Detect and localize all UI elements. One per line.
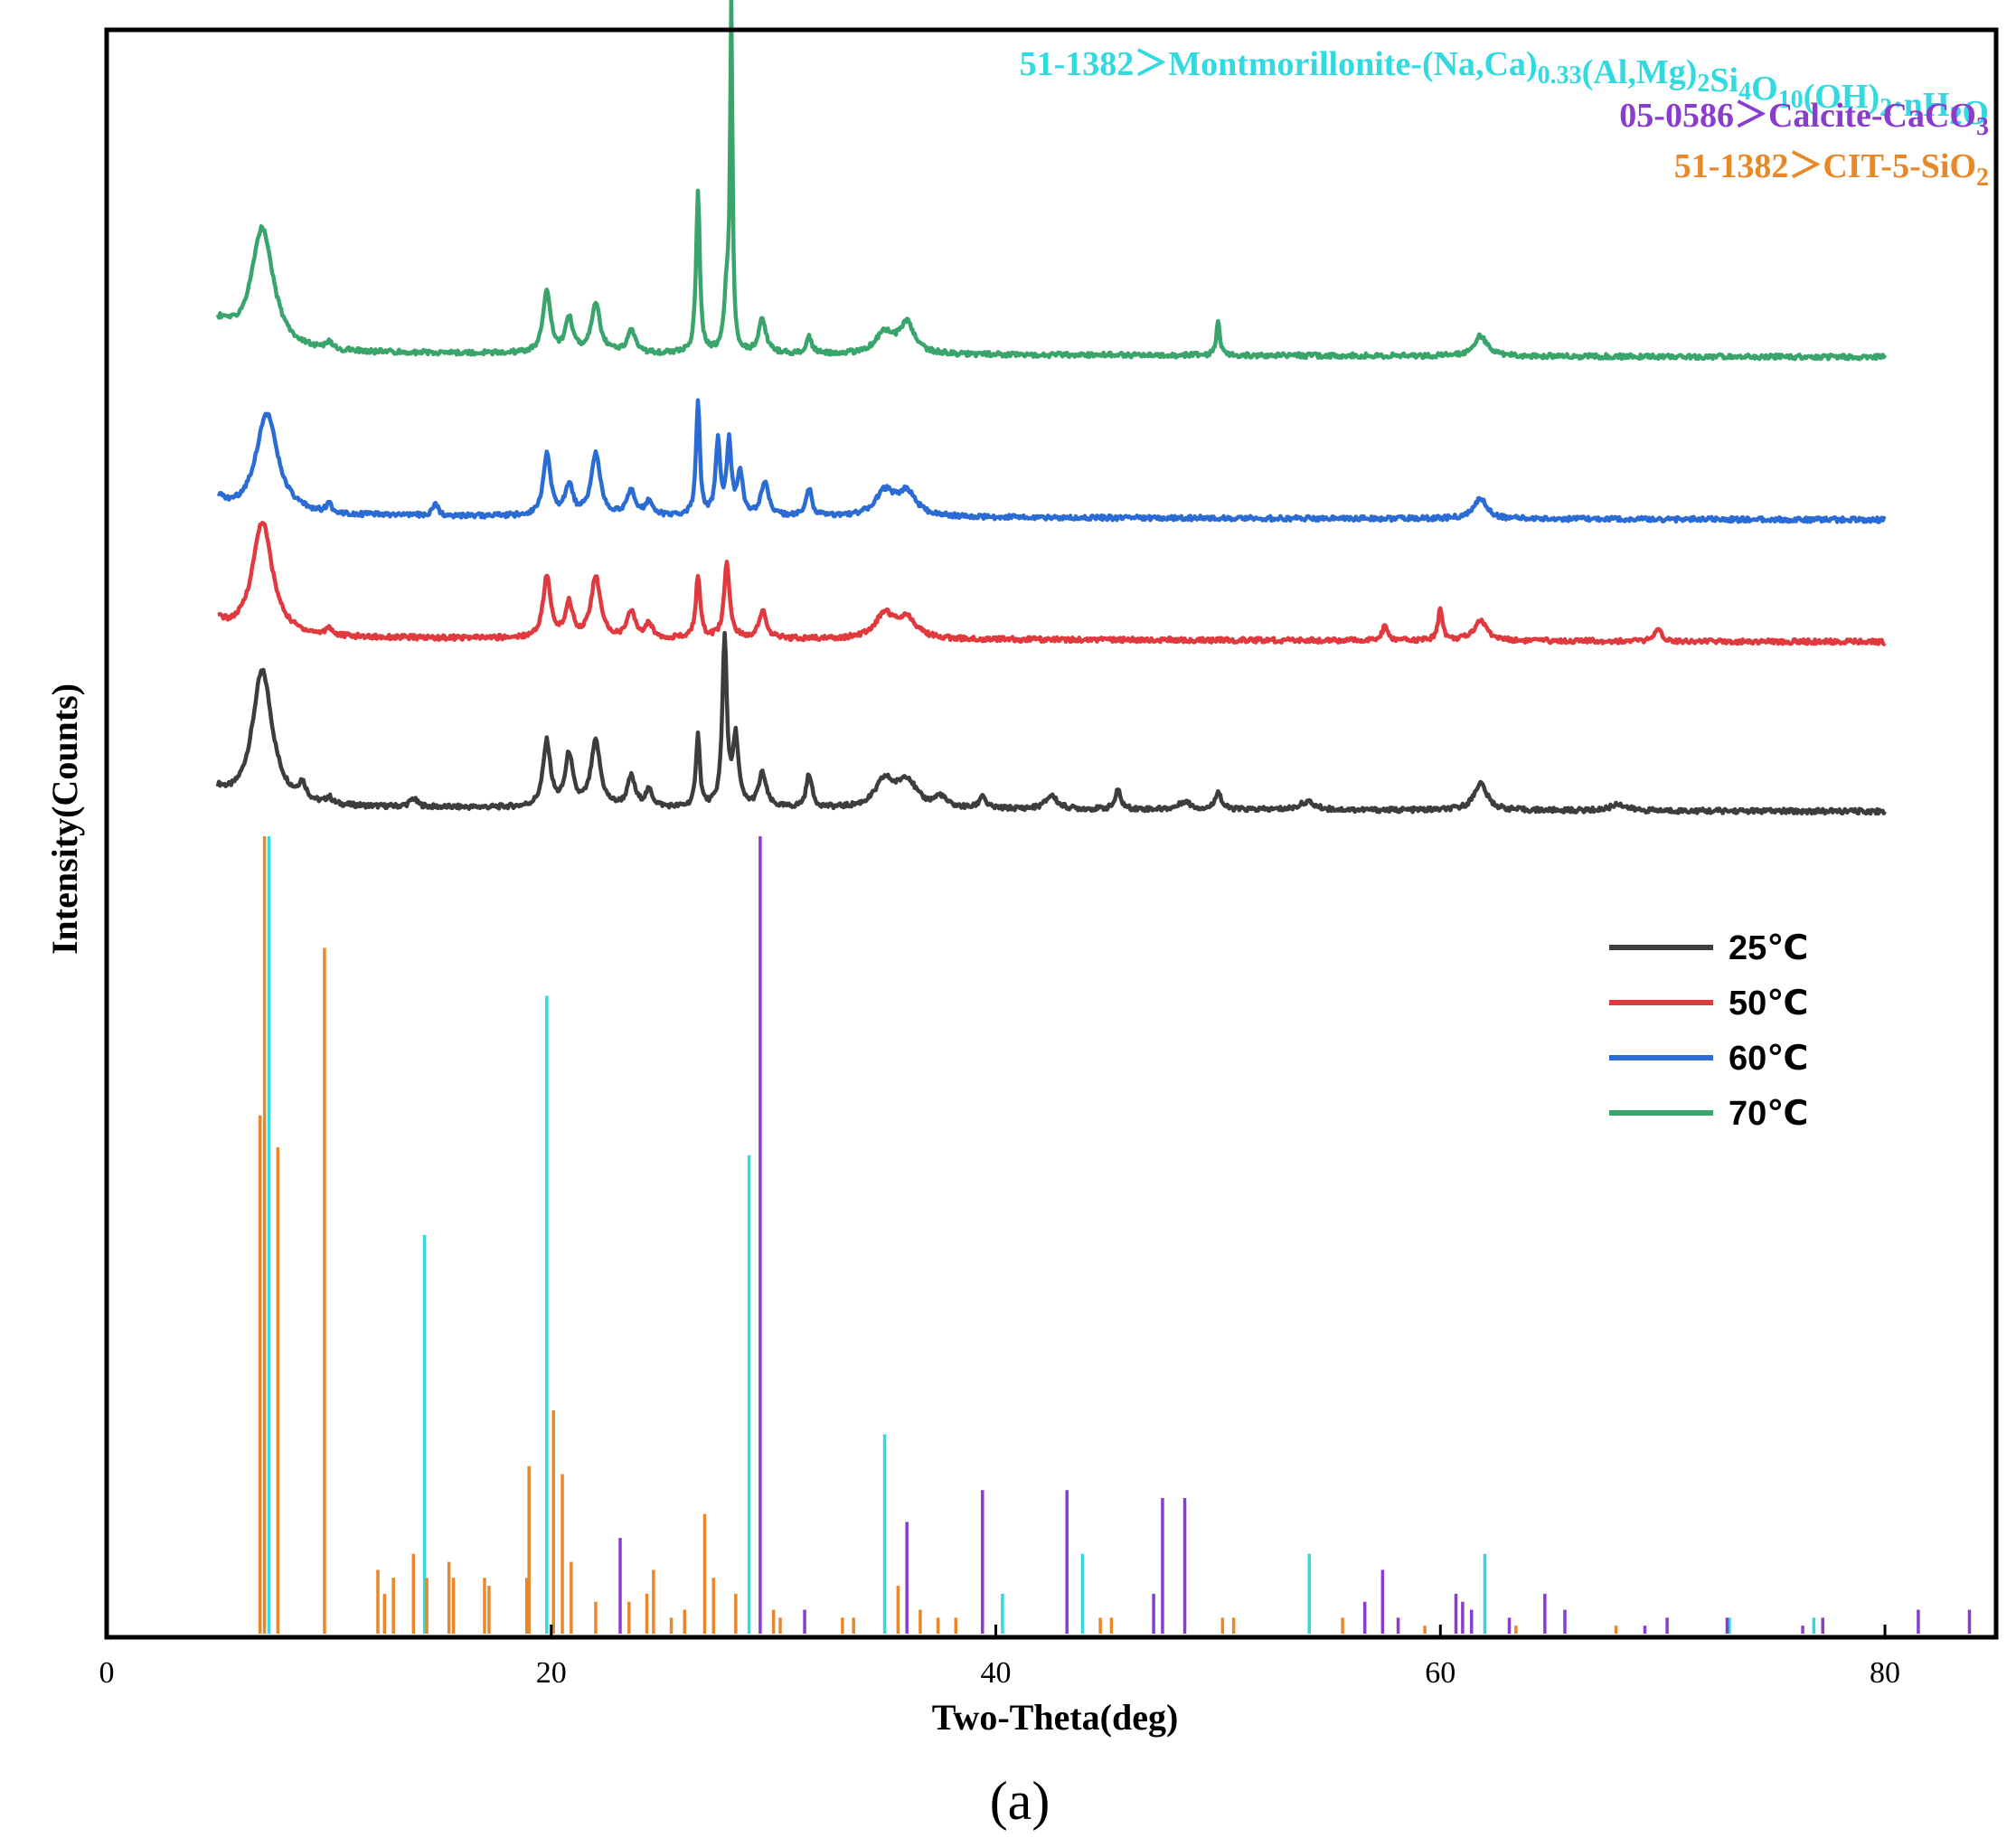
reference-sticks [258, 836, 1972, 1634]
legend-label-0: 25℃ [1729, 929, 1808, 967]
label-part: (Al,Mg) [1582, 53, 1698, 91]
label-subscript: 0.33 [1538, 61, 1582, 90]
reference-2 [258, 836, 1618, 1634]
label-part: (OH) [1804, 78, 1879, 116]
x-axis-label: Two-Theta(deg) [932, 1697, 1179, 1738]
label-part: -SiO [1909, 147, 1976, 185]
series-70℃-line [215, 0, 1888, 362]
x-tick-label-40: 40 [981, 1656, 1012, 1690]
label-part: 5 [1892, 147, 1909, 185]
label-part: - [1709, 147, 1720, 185]
label-part: 51 [1020, 45, 1054, 83]
reference-labels: 51-1382＞Montmorillonite-(Na,Ca)0.33(Al,M… [1020, 45, 1989, 192]
reference-1 [618, 836, 1972, 1634]
x-tick-label-20: 20 [536, 1656, 567, 1690]
label-part: O [1751, 70, 1778, 108]
y-axis-label: Intensity(Counts) [44, 683, 85, 955]
label-part: 1382 [1065, 45, 1134, 83]
legend-label-1: 50℃ [1729, 985, 1808, 1022]
series-lines [215, 0, 1888, 816]
label-part: O [1962, 94, 1989, 132]
label-subscript: 10 [1778, 86, 1804, 114]
plot-frame [104, 27, 1999, 1640]
reference-0 [267, 836, 1816, 1634]
legend: 25℃ 50℃ 60℃ 70℃ [1609, 929, 1808, 1133]
figure-caption: (a) [990, 1771, 1050, 1831]
label-part: ＞Montmorillonite-(Na,Ca) [1134, 45, 1537, 83]
label-part: - [1653, 97, 1665, 135]
label-part: 05 [1619, 97, 1653, 135]
reference-label-1: 05-0586＞Calcite-CaCO3 [1619, 97, 1989, 141]
x-axis: 0 20 40 60 80 [99, 1625, 1900, 1690]
series-60℃-line [216, 398, 1887, 524]
label-subscript: 3 [1976, 113, 1989, 141]
x-tick-label-0: 0 [99, 1656, 115, 1690]
label-part: Si [1710, 61, 1738, 99]
label-subscript: 4 [1738, 78, 1751, 106]
label-part: 1382 [1719, 147, 1788, 185]
label-subscript: 2 [1697, 70, 1710, 98]
label-part: ＞CIT- [1788, 147, 1892, 185]
legend-label-3: 70℃ [1729, 1095, 1808, 1133]
label-part: - [1054, 45, 1066, 83]
label-subscript: 2 [1949, 102, 1962, 130]
x-tick-label-80: 80 [1870, 1656, 1900, 1690]
legend-label-2: 60℃ [1729, 1040, 1808, 1078]
label-part: 51 [1674, 147, 1709, 185]
reference-label-2: 51-1382＞CIT-5-SiO2 [1674, 147, 1989, 192]
series-25℃-line [215, 630, 1887, 816]
label-part: 0586 [1665, 97, 1734, 135]
label-subscript: 2 [1976, 164, 1989, 192]
x-tick-label-60: 60 [1425, 1656, 1455, 1690]
reference-label-0: 51-1382＞Montmorillonite-(Na,Ca)0.33(Al,M… [1020, 45, 1989, 132]
label-part: ·nH [1892, 86, 1949, 124]
series-50℃-line [216, 521, 1887, 646]
label-part: ＞Calcite-CaCO [1734, 97, 1976, 135]
label-subscript: 2 [1879, 94, 1892, 122]
